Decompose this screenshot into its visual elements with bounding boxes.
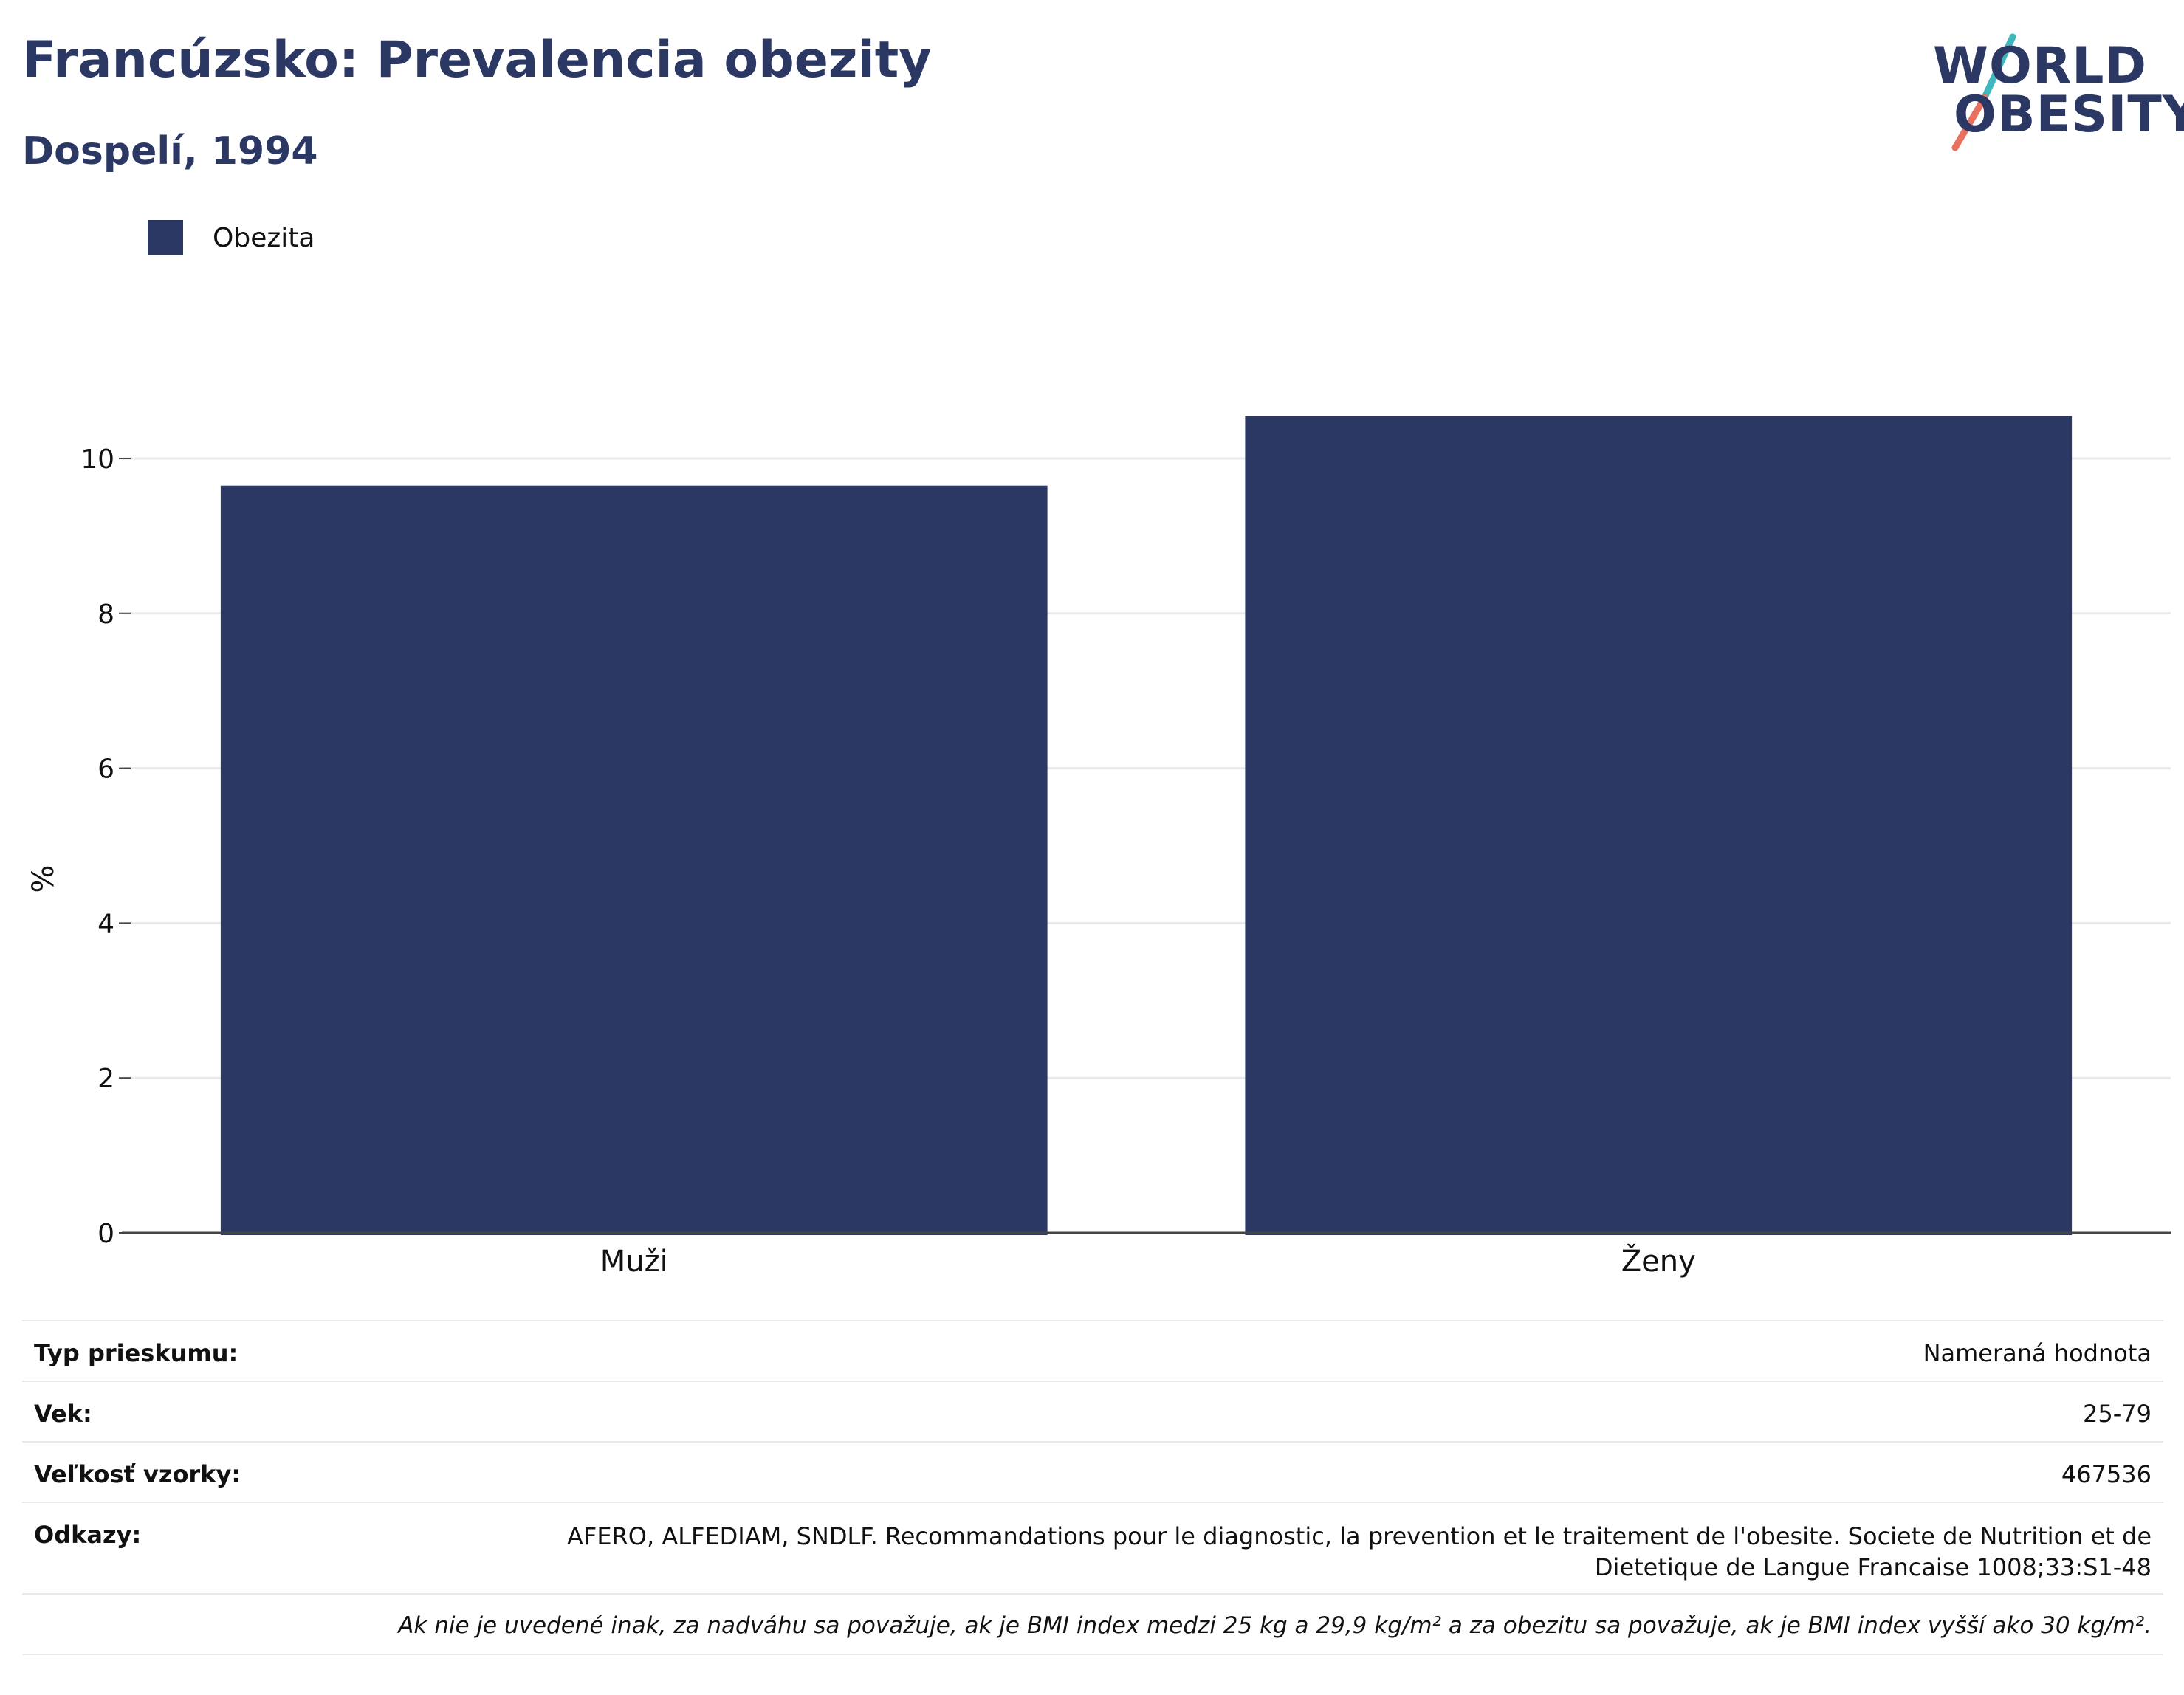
chart-subtitle: Dospelí, 1994 [22, 129, 318, 173]
logo-slash-top [1981, 33, 2016, 101]
sample-size-value: 467536 [2061, 1460, 2152, 1488]
references-label: Odkazy: [34, 1521, 142, 1549]
survey-type-label: Typ prieskumu: [34, 1339, 238, 1367]
survey-info-table: Typ prieskumu: Nameraná hodnota Vek: 25-… [22, 1320, 2163, 1655]
y-tick-label: 6 [97, 754, 114, 785]
legend-label: Obezita [213, 223, 315, 253]
definition-note: Ak nie je uvedené inak, za nadváhu sa po… [398, 1612, 2152, 1639]
sample-size-label: Veľkosť vzorky: [34, 1460, 241, 1488]
logo-line-1: WORLD [1933, 37, 2147, 95]
y-tick-label: 10 [80, 444, 114, 475]
logo-line-2: OBESITY [1954, 86, 2184, 144]
y-tick-label: 4 [97, 909, 114, 939]
info-row-age: Vek: 25-79 [22, 1381, 2163, 1441]
bar [1245, 416, 2073, 1236]
y-tick-label: 0 [97, 1219, 114, 1249]
y-tick-label: 8 [97, 599, 114, 630]
info-row-survey-type: Typ prieskumu: Nameraná hodnota [22, 1320, 2163, 1381]
chart-title: Francúzsko: Prevalencia obezity [22, 31, 932, 89]
survey-type-value: Nameraná hodnota [1923, 1339, 2152, 1367]
bar [220, 485, 1048, 1235]
info-row-references: Odkazy: AFERO, ALFEDIAM, SNDLF. Recomman… [22, 1502, 2163, 1593]
y-axis-label: % [27, 864, 61, 893]
x-tick-label: Muži [600, 1245, 668, 1279]
bar-chart: 0 2 4 6 8 10% Muži Ženy [27, 416, 2171, 1279]
info-table-bottom-border [22, 1654, 2163, 1655]
age-label: Vek: [34, 1400, 92, 1428]
info-row-sample-size: Veľkosť vzorky: 467536 [22, 1441, 2163, 1502]
legend-swatch [148, 220, 183, 255]
logo-slash-bottom [1951, 94, 1988, 151]
y-tick-label: 2 [97, 1064, 114, 1094]
x-tick-label: Ženy [1621, 1243, 1696, 1279]
references-value: AFERO, ALFEDIAM, SNDLF. Recommandations … [567, 1522, 2152, 1581]
age-value: 25-79 [2083, 1400, 2152, 1428]
world-obesity-logo: WORLD OBESITY [1920, 30, 2184, 155]
info-row-note: Ak nie je uvedené inak, za nadváhu sa po… [22, 1593, 2163, 1654]
